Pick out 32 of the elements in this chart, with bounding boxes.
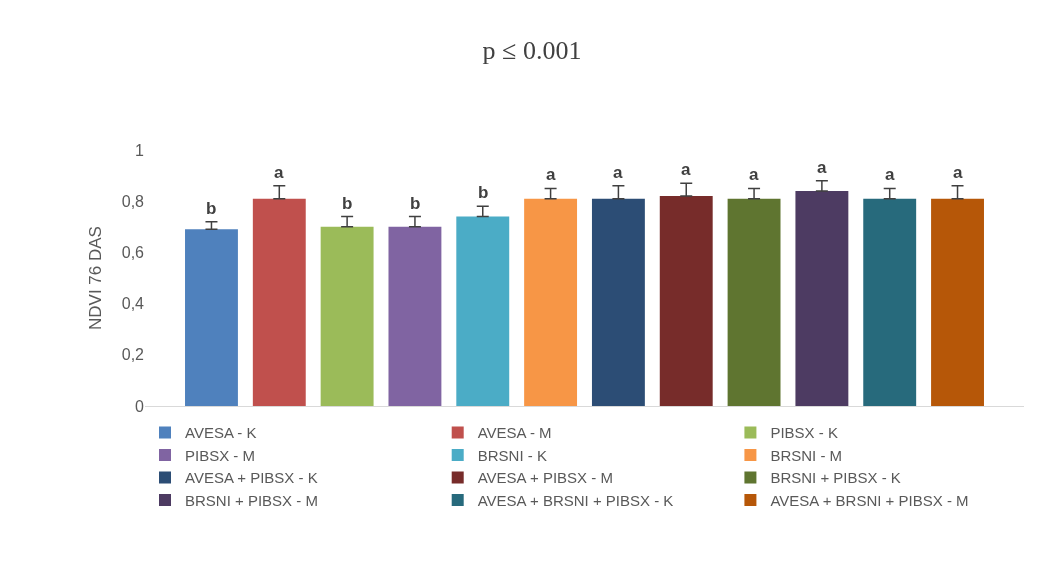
legend-label: AVESA + BRSNI + PIBSX - K bbox=[477, 491, 674, 509]
y-tick-label: 0,8 bbox=[121, 192, 145, 210]
data-label: a bbox=[953, 163, 963, 182]
y-tick-label: 1 bbox=[135, 141, 145, 159]
chart-title: p ≤ 0.001 bbox=[482, 35, 582, 65]
data-label: b bbox=[342, 194, 353, 213]
data-label: a bbox=[749, 165, 759, 184]
legend-label: BRSNI + PIBSX - M bbox=[185, 491, 318, 509]
data-label: a bbox=[681, 160, 691, 179]
data-label: a bbox=[274, 163, 284, 182]
data-label: a bbox=[546, 165, 556, 184]
y-tick-label: 0,2 bbox=[121, 346, 145, 364]
legend-label: AVESA + PIBSX - K bbox=[185, 469, 318, 487]
legend-label: PIBSX - K bbox=[770, 424, 838, 442]
data-label: b bbox=[410, 194, 421, 213]
data-label: a bbox=[885, 165, 895, 184]
data-label: b bbox=[206, 199, 217, 218]
y-tick-label: 0,4 bbox=[121, 295, 145, 313]
legend-label: AVESA - M bbox=[477, 424, 552, 442]
y-tick-label: 0,6 bbox=[121, 244, 145, 261]
legend-label: AVESA - K bbox=[185, 424, 257, 442]
y-tick-label: 0 bbox=[135, 397, 145, 415]
legend-label: AVESA + PIBSX - M bbox=[477, 469, 613, 487]
legend-label: BRSNI + PIBSX - K bbox=[770, 469, 901, 487]
y-axis-title: NDVI 76 DAS bbox=[86, 226, 106, 330]
data-label: b bbox=[478, 183, 489, 202]
data-label: a bbox=[817, 158, 827, 177]
legend-label: BRSNI - M bbox=[770, 446, 843, 464]
legend-label: PIBSX - M bbox=[185, 446, 256, 464]
legend-label: BRSNI - K bbox=[477, 446, 547, 464]
data-label: a bbox=[613, 163, 623, 182]
legend-label: AVESA + BRSNI + PIBSX - M bbox=[770, 491, 969, 509]
